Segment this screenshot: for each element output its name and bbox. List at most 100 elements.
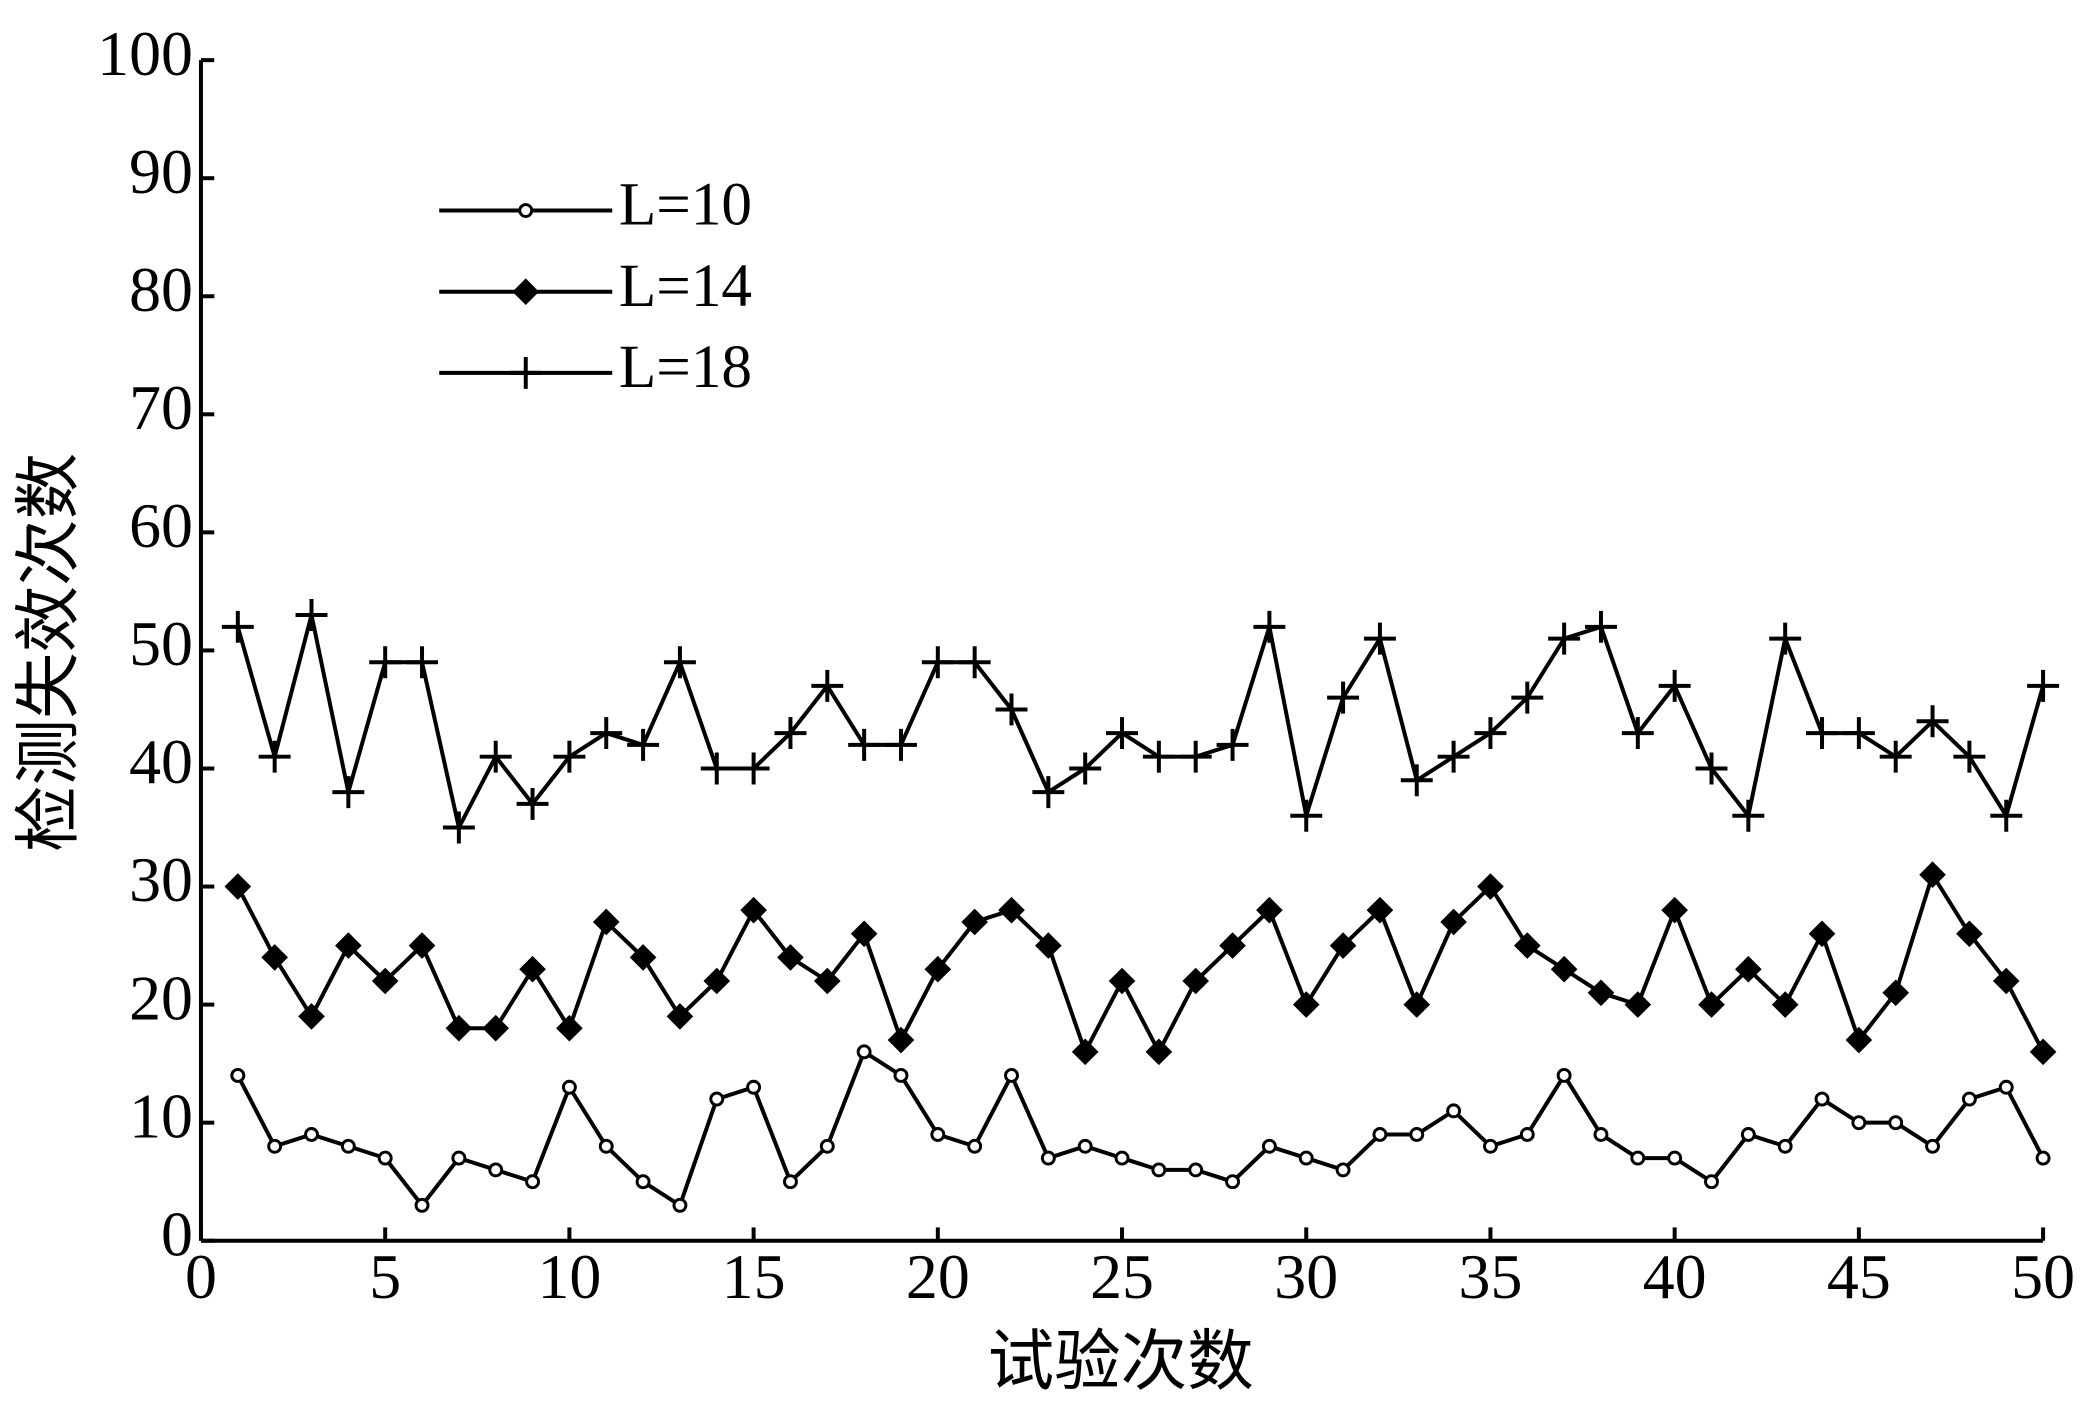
series-line: [235, 614, 2045, 834]
point: [1188, 1162, 1204, 1178]
point: [1335, 1162, 1351, 1178]
point: [1253, 610, 1286, 643]
point: [1363, 622, 1396, 655]
point: [304, 1127, 319, 1142]
point: [525, 1174, 541, 1190]
legend-marker: [509, 356, 542, 389]
point: [1035, 932, 1062, 959]
point: [1069, 752, 1102, 785]
point: [1845, 1026, 1873, 1054]
point: [340, 1138, 356, 1154]
point: [1621, 717, 1654, 750]
point: [1992, 967, 2020, 995]
point: [298, 1003, 325, 1030]
point: [1990, 799, 2023, 832]
point: [1661, 896, 1688, 924]
point: [451, 1150, 467, 1166]
point: [1925, 1138, 1941, 1154]
x-tick-label: 45: [1827, 1241, 1891, 1312]
point: [1400, 764, 1433, 797]
point: [1106, 717, 1139, 750]
point: [1261, 1138, 1277, 1154]
point: [1077, 1138, 1093, 1154]
x-tick-label: 25: [1090, 1241, 1154, 1312]
point: [1956, 920, 1983, 948]
point: [377, 1150, 393, 1166]
point: [1256, 896, 1283, 924]
point: [635, 1174, 651, 1190]
point: [1290, 799, 1323, 832]
point: [1071, 1038, 1099, 1066]
point: [961, 908, 988, 936]
point: [850, 920, 878, 948]
point: [1440, 908, 1467, 936]
point: [267, 1138, 283, 1154]
point: [1179, 740, 1212, 773]
y-tick-label: 70: [129, 372, 193, 443]
y-tick-label: 10: [129, 1080, 193, 1151]
point: [737, 752, 770, 785]
point: [672, 1197, 688, 1213]
point: [1814, 1091, 1830, 1107]
point: [335, 932, 362, 959]
point: [1108, 967, 1136, 995]
point: [629, 944, 657, 971]
point: [1695, 752, 1728, 785]
point: [516, 787, 549, 820]
point: [819, 1138, 835, 1154]
point: [556, 1014, 583, 1042]
point: [1585, 610, 1617, 643]
point: [598, 1138, 614, 1154]
y-tick-label: 100: [97, 18, 193, 89]
point: [561, 1079, 577, 1095]
y-tick-label: 80: [129, 254, 193, 325]
point: [777, 944, 804, 971]
x-axis-label: 试验次数: [988, 1326, 1254, 1399]
point: [1630, 1150, 1646, 1166]
point: [224, 873, 252, 900]
point: [1477, 873, 1504, 900]
point: [703, 967, 731, 995]
point: [1182, 967, 1210, 995]
point: [482, 1014, 510, 1042]
point: [1704, 1174, 1719, 1190]
x-tick-label: 10: [537, 1241, 601, 1312]
point: [1851, 1115, 1867, 1131]
point: [1446, 1103, 1462, 1119]
point: [414, 1197, 430, 1213]
y-axis-label: 检测失效次数: [13, 453, 86, 852]
point: [1548, 622, 1581, 655]
point: [813, 967, 841, 995]
point: [967, 1138, 983, 1154]
point: [1114, 1150, 1130, 1166]
point: [1888, 1115, 1904, 1131]
point: [856, 1044, 872, 1060]
point: [442, 811, 475, 844]
point: [1919, 861, 1946, 889]
y-tick-label: 60: [129, 490, 193, 561]
point: [1842, 717, 1875, 750]
point: [930, 1127, 946, 1142]
point: [958, 646, 991, 679]
point: [1735, 955, 1762, 983]
point: [590, 717, 623, 750]
point: [1806, 717, 1838, 750]
point: [1740, 1127, 1756, 1142]
point: [1145, 1038, 1173, 1066]
x-tick-label: 5: [369, 1241, 401, 1312]
y-tick-label: 50: [129, 608, 193, 679]
point: [1777, 1138, 1793, 1154]
point: [445, 1014, 473, 1042]
point: [1587, 979, 1615, 1007]
point: [1519, 1127, 1535, 1142]
point: [369, 646, 402, 679]
point: [1550, 955, 1578, 983]
point: [811, 669, 844, 702]
point: [1004, 1067, 1019, 1083]
point: [1808, 920, 1836, 948]
point: [1593, 1127, 1609, 1142]
point: [332, 776, 365, 809]
point: [408, 932, 436, 959]
point: [1771, 991, 1799, 1018]
